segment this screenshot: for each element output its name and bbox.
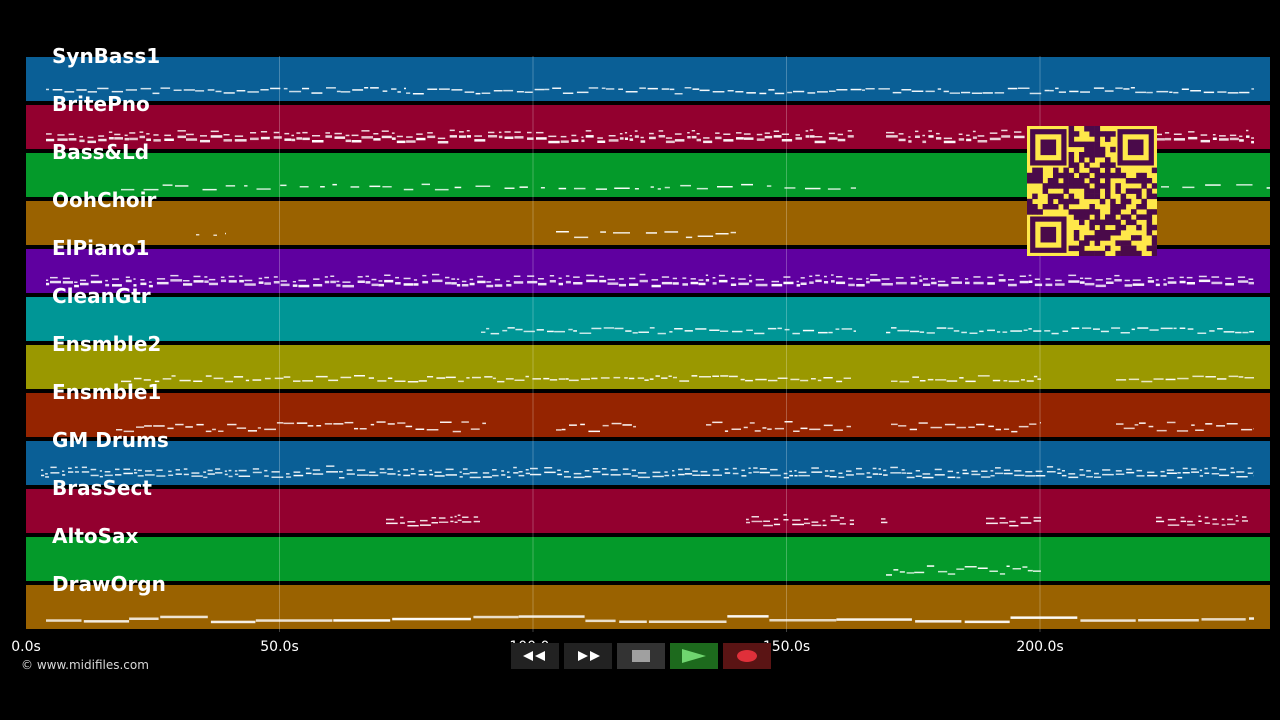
fast-forward-icon bbox=[578, 651, 600, 661]
copyright-text: © www.midifiles.com bbox=[21, 658, 149, 672]
track-label: GM Drums bbox=[52, 428, 169, 452]
qr-code-icon bbox=[1027, 126, 1158, 257]
note-strip bbox=[46, 273, 1254, 288]
track-lane bbox=[26, 56, 1270, 102]
track-label: ElPiano1 bbox=[52, 236, 150, 260]
track-label: DrawOrgn bbox=[52, 572, 166, 596]
track-label: BrasSect bbox=[52, 476, 152, 500]
track-lane bbox=[26, 344, 1270, 390]
note-strip bbox=[41, 465, 1254, 479]
note-strip bbox=[886, 565, 1041, 576]
rewind-icon bbox=[523, 651, 545, 661]
note-strip bbox=[116, 421, 1254, 433]
note-strip bbox=[386, 514, 1248, 527]
time-tick-label: 150.0s bbox=[762, 639, 811, 655]
note-strip bbox=[481, 327, 1254, 335]
note-strip bbox=[46, 615, 1254, 624]
fast-forward-button[interactable] bbox=[564, 643, 612, 669]
track-label: Ensmble2 bbox=[52, 332, 162, 356]
track-label: OohChoir bbox=[52, 188, 157, 212]
record-icon bbox=[737, 650, 757, 662]
stop-button[interactable] bbox=[617, 643, 665, 669]
tracks-area bbox=[26, 56, 1270, 632]
track-label: AltoSax bbox=[52, 524, 139, 548]
track-label: Ensmble1 bbox=[52, 380, 162, 404]
record-button[interactable] bbox=[723, 643, 771, 669]
track-lane bbox=[26, 392, 1270, 438]
note-strip bbox=[121, 183, 1270, 191]
time-tick-label: 200.0s bbox=[1016, 639, 1064, 655]
play-button[interactable] bbox=[670, 643, 718, 669]
rewind-button[interactable] bbox=[511, 643, 559, 669]
track-label: BritePno bbox=[52, 92, 150, 116]
play-icon bbox=[682, 649, 706, 663]
time-tick-label: 50.0s bbox=[260, 639, 299, 655]
note-strip bbox=[121, 375, 1254, 383]
track-lane bbox=[26, 536, 1270, 582]
track-label: Bass&Ld bbox=[52, 140, 150, 164]
track-lane bbox=[26, 440, 1270, 486]
track-label: SynBass1 bbox=[52, 44, 161, 68]
stop-icon bbox=[632, 650, 650, 662]
track-lane bbox=[26, 296, 1270, 342]
track-lane bbox=[26, 488, 1270, 534]
note-strip bbox=[46, 87, 1254, 95]
note-strip bbox=[196, 231, 736, 239]
track-label: CleanGtr bbox=[52, 284, 151, 308]
time-tick-label: 0.0s bbox=[11, 639, 41, 655]
track-lane bbox=[26, 584, 1270, 630]
transport-controls bbox=[511, 643, 771, 669]
